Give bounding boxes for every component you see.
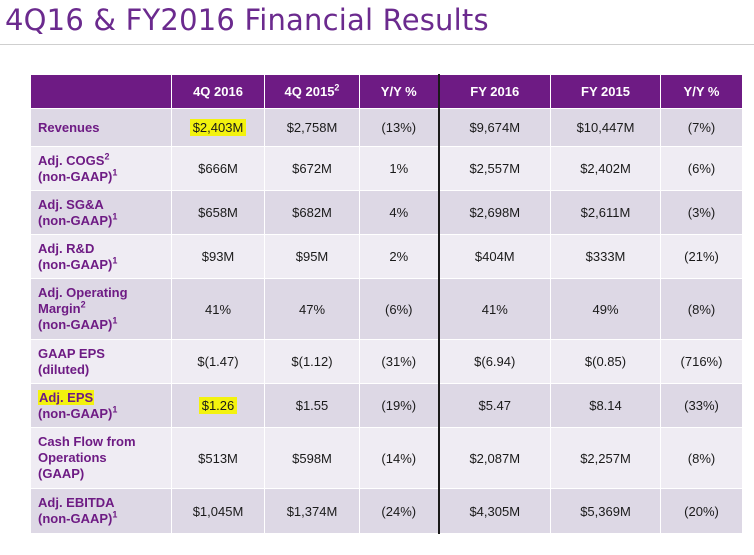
header-yy-quarter: Y/Y %: [359, 74, 439, 109]
header-fy2015: FY 2015: [550, 74, 661, 109]
table-cell: $333M: [550, 234, 661, 279]
table-cell: (8%): [660, 278, 743, 340]
table-cell: 47%: [264, 278, 360, 340]
table-cell: (6%): [359, 278, 439, 340]
table-cell: (14%): [359, 427, 439, 489]
table-cell: $2,698M: [437, 190, 551, 235]
table-cell: (8%): [660, 427, 743, 489]
table-row: GAAP EPS (diluted) $(1.47) $(1.12) (31%) $(6.…: [30, 339, 743, 384]
table-cell: 4%: [359, 190, 439, 235]
row-label: Adj. EPS (non-GAAP)1: [30, 383, 172, 428]
table-row: Revenues $2,403M $2,758M (13%) $9,674M $10,44…: [30, 108, 743, 147]
table-row: Adj. R&D (non-GAAP)1 $93M $95M 2% $404M $333M(…: [30, 234, 743, 279]
table-cell: (3%): [660, 190, 743, 235]
title-divider: [0, 44, 754, 45]
table-cell: 41%: [437, 278, 551, 340]
table-cell: $2,257M: [550, 427, 661, 489]
table-cell: (31%): [359, 339, 439, 384]
table-cell: $1.55: [264, 383, 360, 428]
table-cell: $2,557M: [437, 146, 551, 191]
table-header-row: 4Q 2016 4Q 20152 Y/Y % FY 2016 FY 2015 Y…: [30, 74, 743, 109]
table-cell: $4,305M: [437, 488, 551, 534]
table-row: Adj. SG&A (non-GAAP)1 $658M $682M 4% $2,698M $…: [30, 190, 743, 235]
row-label: Adj. SG&A (non-GAAP)1: [30, 190, 172, 235]
table-cell: $1,374M: [264, 488, 360, 534]
table-cell: $513M: [171, 427, 265, 489]
table-row: Adj. Operating Margin2 (non-GAAP)1 41% 47% (6…: [30, 278, 743, 340]
table-cell: (20%): [660, 488, 743, 534]
table-cell: $658M: [171, 190, 265, 235]
table-cell: $10,447M: [550, 108, 661, 147]
header-4q2015: 4Q 20152: [264, 74, 360, 109]
table-cell: $1.26: [171, 383, 265, 428]
table-body: Revenues $2,403M $2,758M (13%) $9,674M $10,44…: [30, 108, 743, 534]
table-row: Adj. EBITDA (non-GAAP)1 $1,045M $1,374M (24%…: [30, 488, 743, 534]
table-cell: $(6.94): [437, 339, 551, 384]
table-cell: $672M: [264, 146, 360, 191]
table-row: Adj. EPS (non-GAAP)1 $1.26 $1.55 (19%) $5.47 $…: [30, 383, 743, 428]
table-row: Cash Flow from Operations (GAAP) $513M $598M…: [30, 427, 743, 489]
table-cell: $404M: [437, 234, 551, 279]
header-4q2016: 4Q 2016: [171, 74, 265, 109]
table-cell: $5.47: [437, 383, 551, 428]
table-cell: $2,402M: [550, 146, 661, 191]
page-title: 4Q16 & FY2016 Financial Results: [5, 3, 489, 37]
table-cell: 2%: [359, 234, 439, 279]
table-cell: $2,403M: [171, 108, 265, 147]
table-cell: (716%): [660, 339, 743, 384]
table-cell: $1,045M: [171, 488, 265, 534]
table-cell: 1%: [359, 146, 439, 191]
financial-results-table: 4Q 2016 4Q 20152 Y/Y % FY 2016 FY 2015 Y…: [30, 74, 743, 534]
row-label: Adj. Operating Margin2 (non-GAAP)1: [30, 278, 172, 340]
row-label: GAAP EPS (diluted): [30, 339, 172, 384]
table-cell: $5,369M: [550, 488, 661, 534]
table-cell: 49%: [550, 278, 661, 340]
table-cell: $(1.12): [264, 339, 360, 384]
table-cell: (24%): [359, 488, 439, 534]
row-label: Revenues: [30, 108, 172, 147]
row-label: Adj. R&D (non-GAAP)1: [30, 234, 172, 279]
table-cell: $8.14: [550, 383, 661, 428]
header-yy-year: Y/Y %: [660, 74, 743, 109]
table-cell: $(1.47): [171, 339, 265, 384]
table-cell: $95M: [264, 234, 360, 279]
table-cell: (21%): [660, 234, 743, 279]
row-label: Adj. EBITDA (non-GAAP)1: [30, 488, 172, 534]
table-cell: (7%): [660, 108, 743, 147]
table-cell: (13%): [359, 108, 439, 147]
table-cell: $666M: [171, 146, 265, 191]
table-cell: $93M: [171, 234, 265, 279]
table-cell: $9,674M: [437, 108, 551, 147]
table-cell: $2,611M: [550, 190, 661, 235]
header-blank: [30, 74, 172, 109]
table-cell: 41%: [171, 278, 265, 340]
row-label: Adj. COGS2 (non-GAAP)1: [30, 146, 172, 191]
table-cell: (19%): [359, 383, 439, 428]
table-cell: $2,758M: [264, 108, 360, 147]
table-cell: (33%): [660, 383, 743, 428]
table-cell: $2,087M: [437, 427, 551, 489]
table-cell: $682M: [264, 190, 360, 235]
table-cell: $598M: [264, 427, 360, 489]
row-label: Cash Flow from Operations (GAAP): [30, 427, 172, 489]
table-cell: $(0.85): [550, 339, 661, 384]
table-row: Adj. COGS2 (non-GAAP)1 $666M $672M 1% $2,557M…: [30, 146, 743, 191]
header-fy2016: FY 2016: [437, 74, 551, 109]
table-cell: (6%): [660, 146, 743, 191]
